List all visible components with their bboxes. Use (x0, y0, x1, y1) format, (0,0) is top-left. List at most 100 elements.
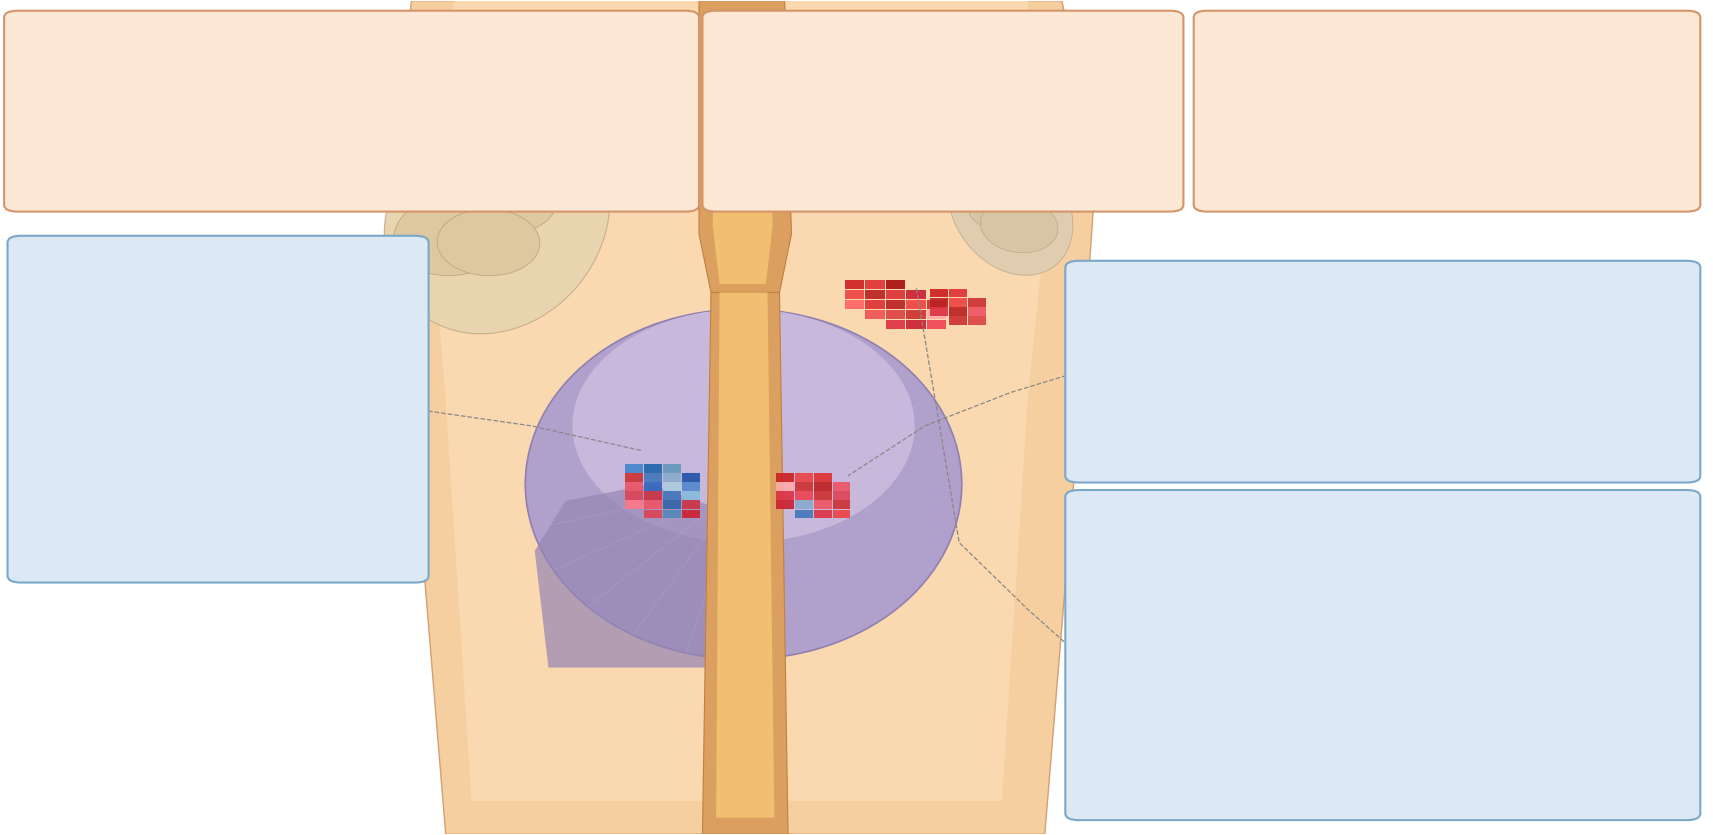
Bar (625, 463, 644, 473)
FancyBboxPatch shape (1065, 261, 1701, 483)
Bar (865, 310, 884, 319)
Bar (930, 289, 947, 297)
Polygon shape (702, 292, 788, 834)
Text: EAU locally advanced high-risk prostate cancer: EAU locally advanced high-risk prostate … (38, 36, 428, 51)
Text: Sundi very-high-risk
prostate cancer: Sundi very-high-risk prostate cancer (134, 261, 301, 295)
Bar (845, 280, 863, 289)
Bar (663, 509, 682, 519)
Ellipse shape (968, 180, 1036, 230)
Bar (927, 300, 946, 309)
Bar (795, 509, 812, 519)
Bar (906, 300, 925, 309)
Bar (644, 491, 663, 500)
Bar (930, 298, 947, 306)
Bar (814, 473, 831, 482)
Text: PSA >20 ng/ml; or Gleason
sum ≥8; or clinical stage ≥T2c: PSA >20 ng/ml; or Gleason sum ≥8; or cli… (1228, 131, 1434, 161)
Bar (663, 500, 682, 509)
Bar (682, 509, 701, 519)
Bar (625, 473, 644, 482)
Bar (865, 300, 884, 309)
Text: PSA >20 ng/ml; or Gleason
sum ≥8; or clinical stage T3a: PSA >20 ng/ml; or Gleason sum ≥8; or cli… (1100, 381, 1295, 412)
Bar (814, 500, 831, 509)
Ellipse shape (401, 134, 524, 234)
FancyBboxPatch shape (1065, 490, 1701, 820)
Bar (845, 300, 863, 309)
Bar (814, 491, 831, 500)
Bar (865, 290, 884, 299)
Ellipse shape (980, 199, 1059, 253)
FancyBboxPatch shape (1194, 11, 1701, 211)
Bar (776, 482, 793, 491)
Ellipse shape (980, 159, 1059, 217)
Bar (795, 482, 812, 491)
Bar (795, 491, 812, 500)
Polygon shape (699, 1, 791, 292)
Bar (927, 310, 946, 319)
Bar (682, 482, 701, 491)
Bar (949, 298, 966, 306)
Ellipse shape (454, 167, 557, 234)
Bar (663, 463, 682, 473)
Bar (663, 491, 682, 500)
Circle shape (779, 28, 803, 40)
Ellipse shape (949, 143, 1072, 276)
Bar (682, 500, 701, 509)
Bar (625, 482, 644, 491)
Text: D'Amico high-risk prostate
cancer: D'Amico high-risk prostate cancer (1336, 36, 1557, 70)
Bar (682, 473, 701, 482)
Bar (663, 473, 682, 482)
Bar (886, 300, 904, 309)
Bar (833, 509, 850, 519)
Bar (949, 307, 966, 316)
Bar (930, 307, 947, 316)
Bar (906, 310, 925, 319)
Ellipse shape (394, 193, 516, 276)
Bar (795, 500, 812, 509)
Bar (886, 290, 904, 299)
Bar (776, 500, 793, 509)
Bar (644, 463, 663, 473)
Bar (833, 491, 850, 500)
Bar (906, 320, 925, 329)
Circle shape (661, 33, 685, 44)
Polygon shape (394, 1, 1096, 834)
Polygon shape (642, 22, 839, 242)
Bar (644, 473, 663, 482)
Ellipse shape (384, 101, 610, 334)
Bar (644, 509, 663, 519)
Bar (886, 280, 904, 289)
Bar (886, 310, 904, 319)
Bar (886, 320, 904, 329)
FancyBboxPatch shape (7, 235, 428, 583)
Text: Any PSA, any Gleason sum and either clinical
stage T3–T4; or clinical positive l: Any PSA, any Gleason sum and either clin… (38, 88, 341, 118)
Polygon shape (716, 292, 774, 817)
Bar (776, 491, 793, 500)
Bar (625, 500, 644, 509)
Ellipse shape (437, 209, 540, 276)
Ellipse shape (526, 309, 961, 660)
Text: NCCN high-risk prostate
cancer: NCCN high-risk prostate cancer (1283, 286, 1483, 320)
Text: EAU localized high-risk
prostate cancer: EAU localized high-risk prostate cancer (848, 36, 1038, 70)
Ellipse shape (420, 172, 522, 246)
Polygon shape (534, 484, 743, 668)
Text: NCCN very-high-risk
prostate cancer: NCCN very-high-risk prostate cancer (1300, 515, 1466, 549)
Bar (795, 473, 812, 482)
Polygon shape (608, 22, 870, 267)
Bar (906, 290, 925, 299)
Bar (865, 280, 884, 289)
Bar (927, 320, 946, 329)
Bar (833, 482, 850, 491)
Bar (833, 500, 850, 509)
FancyBboxPatch shape (3, 11, 699, 211)
Bar (814, 509, 831, 519)
Bar (625, 491, 644, 500)
Bar (644, 482, 663, 491)
Bar (968, 307, 985, 316)
Ellipse shape (572, 309, 915, 543)
Bar (663, 482, 682, 491)
Bar (644, 500, 663, 509)
Text: PSA >20 ng/ml; or Gleason
sum >7; or clinical stage T2c: PSA >20 ng/ml; or Gleason sum >7; or cli… (737, 131, 932, 161)
Polygon shape (425, 1, 1053, 801)
Bar (968, 298, 985, 306)
Ellipse shape (437, 122, 540, 196)
